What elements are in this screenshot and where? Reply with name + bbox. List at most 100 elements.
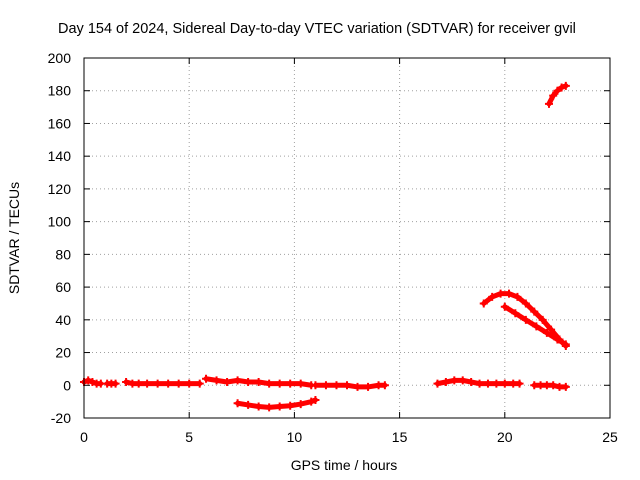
data-point (143, 379, 152, 388)
data-point (544, 99, 553, 108)
data-point (275, 379, 284, 388)
data-point (500, 379, 509, 388)
data-point (84, 376, 93, 385)
y-tick-label: 60 (55, 279, 71, 295)
data-point (458, 376, 467, 385)
data-point (549, 91, 558, 100)
data-point (286, 379, 295, 388)
data-point (233, 399, 242, 408)
data-point (450, 376, 459, 385)
data-point (532, 322, 541, 331)
data-point (441, 378, 450, 386)
series-seg5 (311, 381, 389, 391)
data-point (467, 378, 476, 386)
x-axis-label: GPS time / hours (291, 457, 398, 473)
data-point (553, 335, 562, 344)
data-point (492, 379, 501, 388)
data-point (542, 328, 551, 337)
data-point (111, 379, 120, 388)
axis-ticks: 0 5 10 15 20 25 -20 0 20 40 60 80 100 120 140 160 180 200 (48, 50, 618, 445)
data-point (174, 379, 183, 388)
data-point (505, 289, 514, 298)
y-tick-label: 140 (48, 148, 72, 164)
data-point (134, 379, 143, 388)
y-tick-label: 20 (55, 345, 71, 361)
data-point (547, 325, 556, 334)
data-point (296, 400, 305, 409)
data-point (561, 340, 570, 349)
x-tick-label: 10 (287, 429, 303, 445)
data-point (496, 289, 505, 298)
data-point (553, 86, 562, 95)
plot-frame (83, 57, 611, 419)
data-point (254, 378, 263, 386)
data-point (265, 379, 274, 388)
data-point (311, 396, 320, 404)
data-point (557, 83, 566, 92)
series-seg7 (433, 376, 524, 388)
data-point (212, 376, 221, 385)
data-point (343, 381, 351, 390)
data-point (530, 307, 539, 316)
data-point (538, 315, 547, 324)
data-point (433, 379, 442, 388)
series-seg9 (479, 289, 570, 350)
x-tick-label: 5 (185, 429, 193, 445)
data-point (561, 382, 570, 391)
data-point (195, 379, 204, 388)
data-point (475, 379, 484, 388)
data-point (296, 379, 305, 388)
data-point (254, 402, 263, 411)
series-seg6 (233, 396, 320, 412)
data-point (185, 379, 194, 388)
y-tick-label: 200 (48, 50, 72, 66)
data-point (513, 292, 522, 301)
data-point (353, 382, 362, 391)
y-tick-label: 180 (48, 83, 72, 99)
x-tick-label: 15 (392, 429, 408, 445)
data-point (233, 376, 242, 385)
data-point (380, 381, 389, 390)
data-point (286, 401, 295, 410)
x-tick-label: 0 (80, 429, 88, 445)
data-point (521, 315, 530, 324)
y-tick-label: 0 (63, 377, 71, 393)
data-point (364, 382, 373, 391)
series-seg8 (530, 381, 570, 391)
data-point (511, 309, 520, 318)
grid (84, 58, 610, 418)
data-point (483, 379, 492, 388)
series-seg4 (202, 374, 316, 390)
series-seg2 (103, 379, 120, 388)
y-tick-label: 40 (55, 312, 71, 328)
data-point (88, 378, 97, 386)
y-tick-label: 120 (48, 181, 72, 197)
data-point (153, 379, 162, 388)
data-point (488, 292, 497, 301)
data-point (265, 403, 274, 412)
data-layer (80, 81, 570, 412)
data-point (549, 381, 558, 390)
data-point (275, 402, 284, 411)
data-point (515, 379, 524, 388)
data-point (164, 379, 173, 388)
y-tick-label: 160 (48, 115, 72, 131)
data-point (202, 374, 211, 383)
data-point (244, 400, 253, 409)
data-point (321, 381, 330, 390)
series-seg3 (122, 378, 204, 388)
data-point (332, 381, 341, 390)
data-point (479, 299, 488, 308)
y-axis-label: SDTVAR / TECUs (6, 182, 22, 294)
series-seg11 (544, 81, 570, 108)
data-point (122, 378, 131, 386)
x-tick-label: 25 (602, 429, 618, 445)
x-tick-label: 20 (497, 429, 513, 445)
data-point (244, 378, 253, 386)
y-tick-label: 100 (48, 214, 72, 230)
chart-title: Day 154 of 2024, Sidereal Day-to-day VTE… (58, 21, 576, 37)
data-point (521, 299, 530, 308)
data-point (223, 378, 232, 386)
